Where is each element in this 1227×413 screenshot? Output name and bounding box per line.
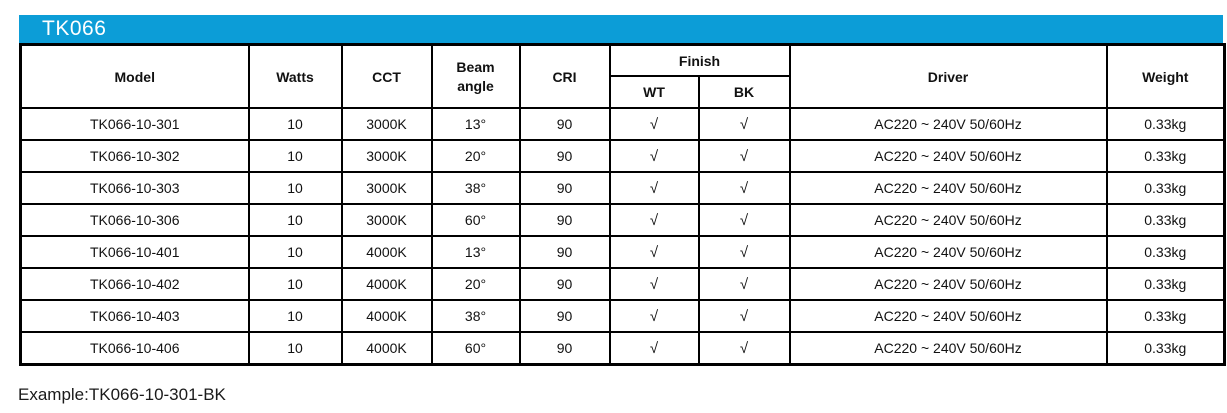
col-header-finish-bk: BK xyxy=(697,75,791,109)
cell-model: TK066-10-303 xyxy=(19,171,250,205)
table-row: TK066-10-401 10 4000K 13° 90 √ √ AC220 ~… xyxy=(19,235,1226,269)
cell-cct: 3000K xyxy=(340,139,433,173)
col-header-model: Model xyxy=(19,43,250,109)
cell-weight: 0.33kg xyxy=(1105,139,1226,173)
cell-cct: 4000K xyxy=(340,267,433,301)
cell-cri: 90 xyxy=(518,171,611,205)
cell-weight: 0.33kg xyxy=(1105,107,1226,141)
col-header-finish-wt: WT xyxy=(608,75,700,109)
spec-table: Model Watts CCT Beam angle CRI Finish Dr… xyxy=(19,43,1227,366)
cell-driver: AC220 ~ 240V 50/60Hz xyxy=(788,235,1108,269)
table-row: TK066-10-403 10 4000K 38° 90 √ √ AC220 ~… xyxy=(19,299,1226,333)
cell-cri: 90 xyxy=(518,235,611,269)
cell-beam-angle: 38° xyxy=(430,299,521,333)
table-row: TK066-10-301 10 3000K 13° 90 √ √ AC220 ~… xyxy=(19,107,1226,141)
product-title: TK066 xyxy=(42,17,107,40)
cell-driver: AC220 ~ 240V 50/60Hz xyxy=(788,107,1108,141)
cell-cct: 4000K xyxy=(340,331,433,366)
cell-cri: 90 xyxy=(518,299,611,333)
cell-beam-angle: 20° xyxy=(430,267,521,301)
col-header-cct: CCT xyxy=(340,43,433,109)
table-row: TK066-10-402 10 4000K 20° 90 √ √ AC220 ~… xyxy=(19,267,1226,301)
table-row: TK066-10-303 10 3000K 38° 90 √ √ AC220 ~… xyxy=(19,171,1226,205)
cell-watts: 10 xyxy=(247,299,343,333)
cell-model: TK066-10-301 xyxy=(19,107,250,141)
cell-cri: 90 xyxy=(518,267,611,301)
col-header-beam-angle: Beam angle xyxy=(430,43,521,109)
cell-finish-bk-check: √ xyxy=(697,107,791,141)
cell-finish-wt-check: √ xyxy=(608,139,700,173)
col-header-driver: Driver xyxy=(788,43,1108,109)
cell-driver: AC220 ~ 240V 50/60Hz xyxy=(788,267,1108,301)
cell-model: TK066-10-302 xyxy=(19,139,250,173)
cell-cri: 90 xyxy=(518,203,611,237)
cell-cct: 3000K xyxy=(340,171,433,205)
cell-weight: 0.33kg xyxy=(1105,331,1226,366)
cell-cct: 3000K xyxy=(340,107,433,141)
cell-finish-bk-check: √ xyxy=(697,203,791,237)
cell-finish-bk-check: √ xyxy=(697,139,791,173)
cell-beam-angle: 60° xyxy=(430,203,521,237)
col-header-watts: Watts xyxy=(247,43,343,109)
cell-watts: 10 xyxy=(247,139,343,173)
cell-cct: 4000K xyxy=(340,235,433,269)
cell-finish-wt-check: √ xyxy=(608,235,700,269)
cell-watts: 10 xyxy=(247,171,343,205)
cell-beam-angle: 38° xyxy=(430,171,521,205)
cell-driver: AC220 ~ 240V 50/60Hz xyxy=(788,299,1108,333)
cell-finish-wt-check: √ xyxy=(608,331,700,366)
header-row-1: Model Watts CCT Beam angle CRI Finish Dr… xyxy=(19,43,1226,109)
cell-driver: AC220 ~ 240V 50/60Hz xyxy=(788,171,1108,205)
cell-watts: 10 xyxy=(247,107,343,141)
ordering-example: Example:TK066-10-301-BK xyxy=(18,385,226,404)
cell-driver: AC220 ~ 240V 50/60Hz xyxy=(788,203,1108,237)
cell-finish-wt-check: √ xyxy=(608,267,700,301)
cell-beam-angle: 20° xyxy=(430,139,521,173)
cell-cri: 90 xyxy=(518,331,611,366)
cell-model: TK066-10-406 xyxy=(19,331,250,366)
cell-model: TK066-10-402 xyxy=(19,267,250,301)
cell-watts: 10 xyxy=(247,235,343,269)
cell-watts: 10 xyxy=(247,331,343,366)
cell-finish-bk-check: √ xyxy=(697,331,791,366)
cell-finish-bk-check: √ xyxy=(697,235,791,269)
col-header-cri: CRI xyxy=(518,43,611,109)
cell-driver: AC220 ~ 240V 50/60Hz xyxy=(788,139,1108,173)
cell-finish-bk-check: √ xyxy=(697,299,791,333)
cell-finish-wt-check: √ xyxy=(608,171,700,205)
table-row: TK066-10-406 10 4000K 60° 90 √ √ AC220 ~… xyxy=(19,331,1226,366)
cell-cct: 3000K xyxy=(340,203,433,237)
cell-cri: 90 xyxy=(518,139,611,173)
header-row-2: WT BK xyxy=(21,75,1225,109)
cell-finish-wt-check: √ xyxy=(608,299,700,333)
cell-watts: 10 xyxy=(247,267,343,301)
cell-cri: 90 xyxy=(518,107,611,141)
cell-beam-angle: 13° xyxy=(430,235,521,269)
table-row: TK066-10-306 10 3000K 60° 90 √ √ AC220 ~… xyxy=(19,203,1226,237)
cell-finish-bk-check: √ xyxy=(697,267,791,301)
cell-weight: 0.33kg xyxy=(1105,171,1226,205)
cell-finish-wt-check: √ xyxy=(608,203,700,237)
title-bar: TK066 xyxy=(19,15,1223,43)
cell-weight: 0.33kg xyxy=(1105,267,1226,301)
cell-finish-wt-check: √ xyxy=(608,107,700,141)
table-row: TK066-10-302 10 3000K 20° 90 √ √ AC220 ~… xyxy=(19,139,1226,173)
cell-beam-angle: 60° xyxy=(430,331,521,366)
cell-model: TK066-10-401 xyxy=(19,235,250,269)
cell-watts: 10 xyxy=(247,203,343,237)
cell-cct: 4000K xyxy=(340,299,433,333)
col-header-finish: Finish xyxy=(608,43,791,77)
cell-weight: 0.33kg xyxy=(1105,299,1226,333)
col-header-weight: Weight xyxy=(1105,43,1226,109)
cell-beam-angle: 13° xyxy=(430,107,521,141)
beam-angle-label: Beam angle xyxy=(456,59,495,94)
cell-finish-bk-check: √ xyxy=(697,171,791,205)
cell-model: TK066-10-306 xyxy=(19,203,250,237)
cell-weight: 0.33kg xyxy=(1105,235,1226,269)
cell-driver: AC220 ~ 240V 50/60Hz xyxy=(788,331,1108,366)
cell-model: TK066-10-403 xyxy=(19,299,250,333)
cell-weight: 0.33kg xyxy=(1105,203,1226,237)
